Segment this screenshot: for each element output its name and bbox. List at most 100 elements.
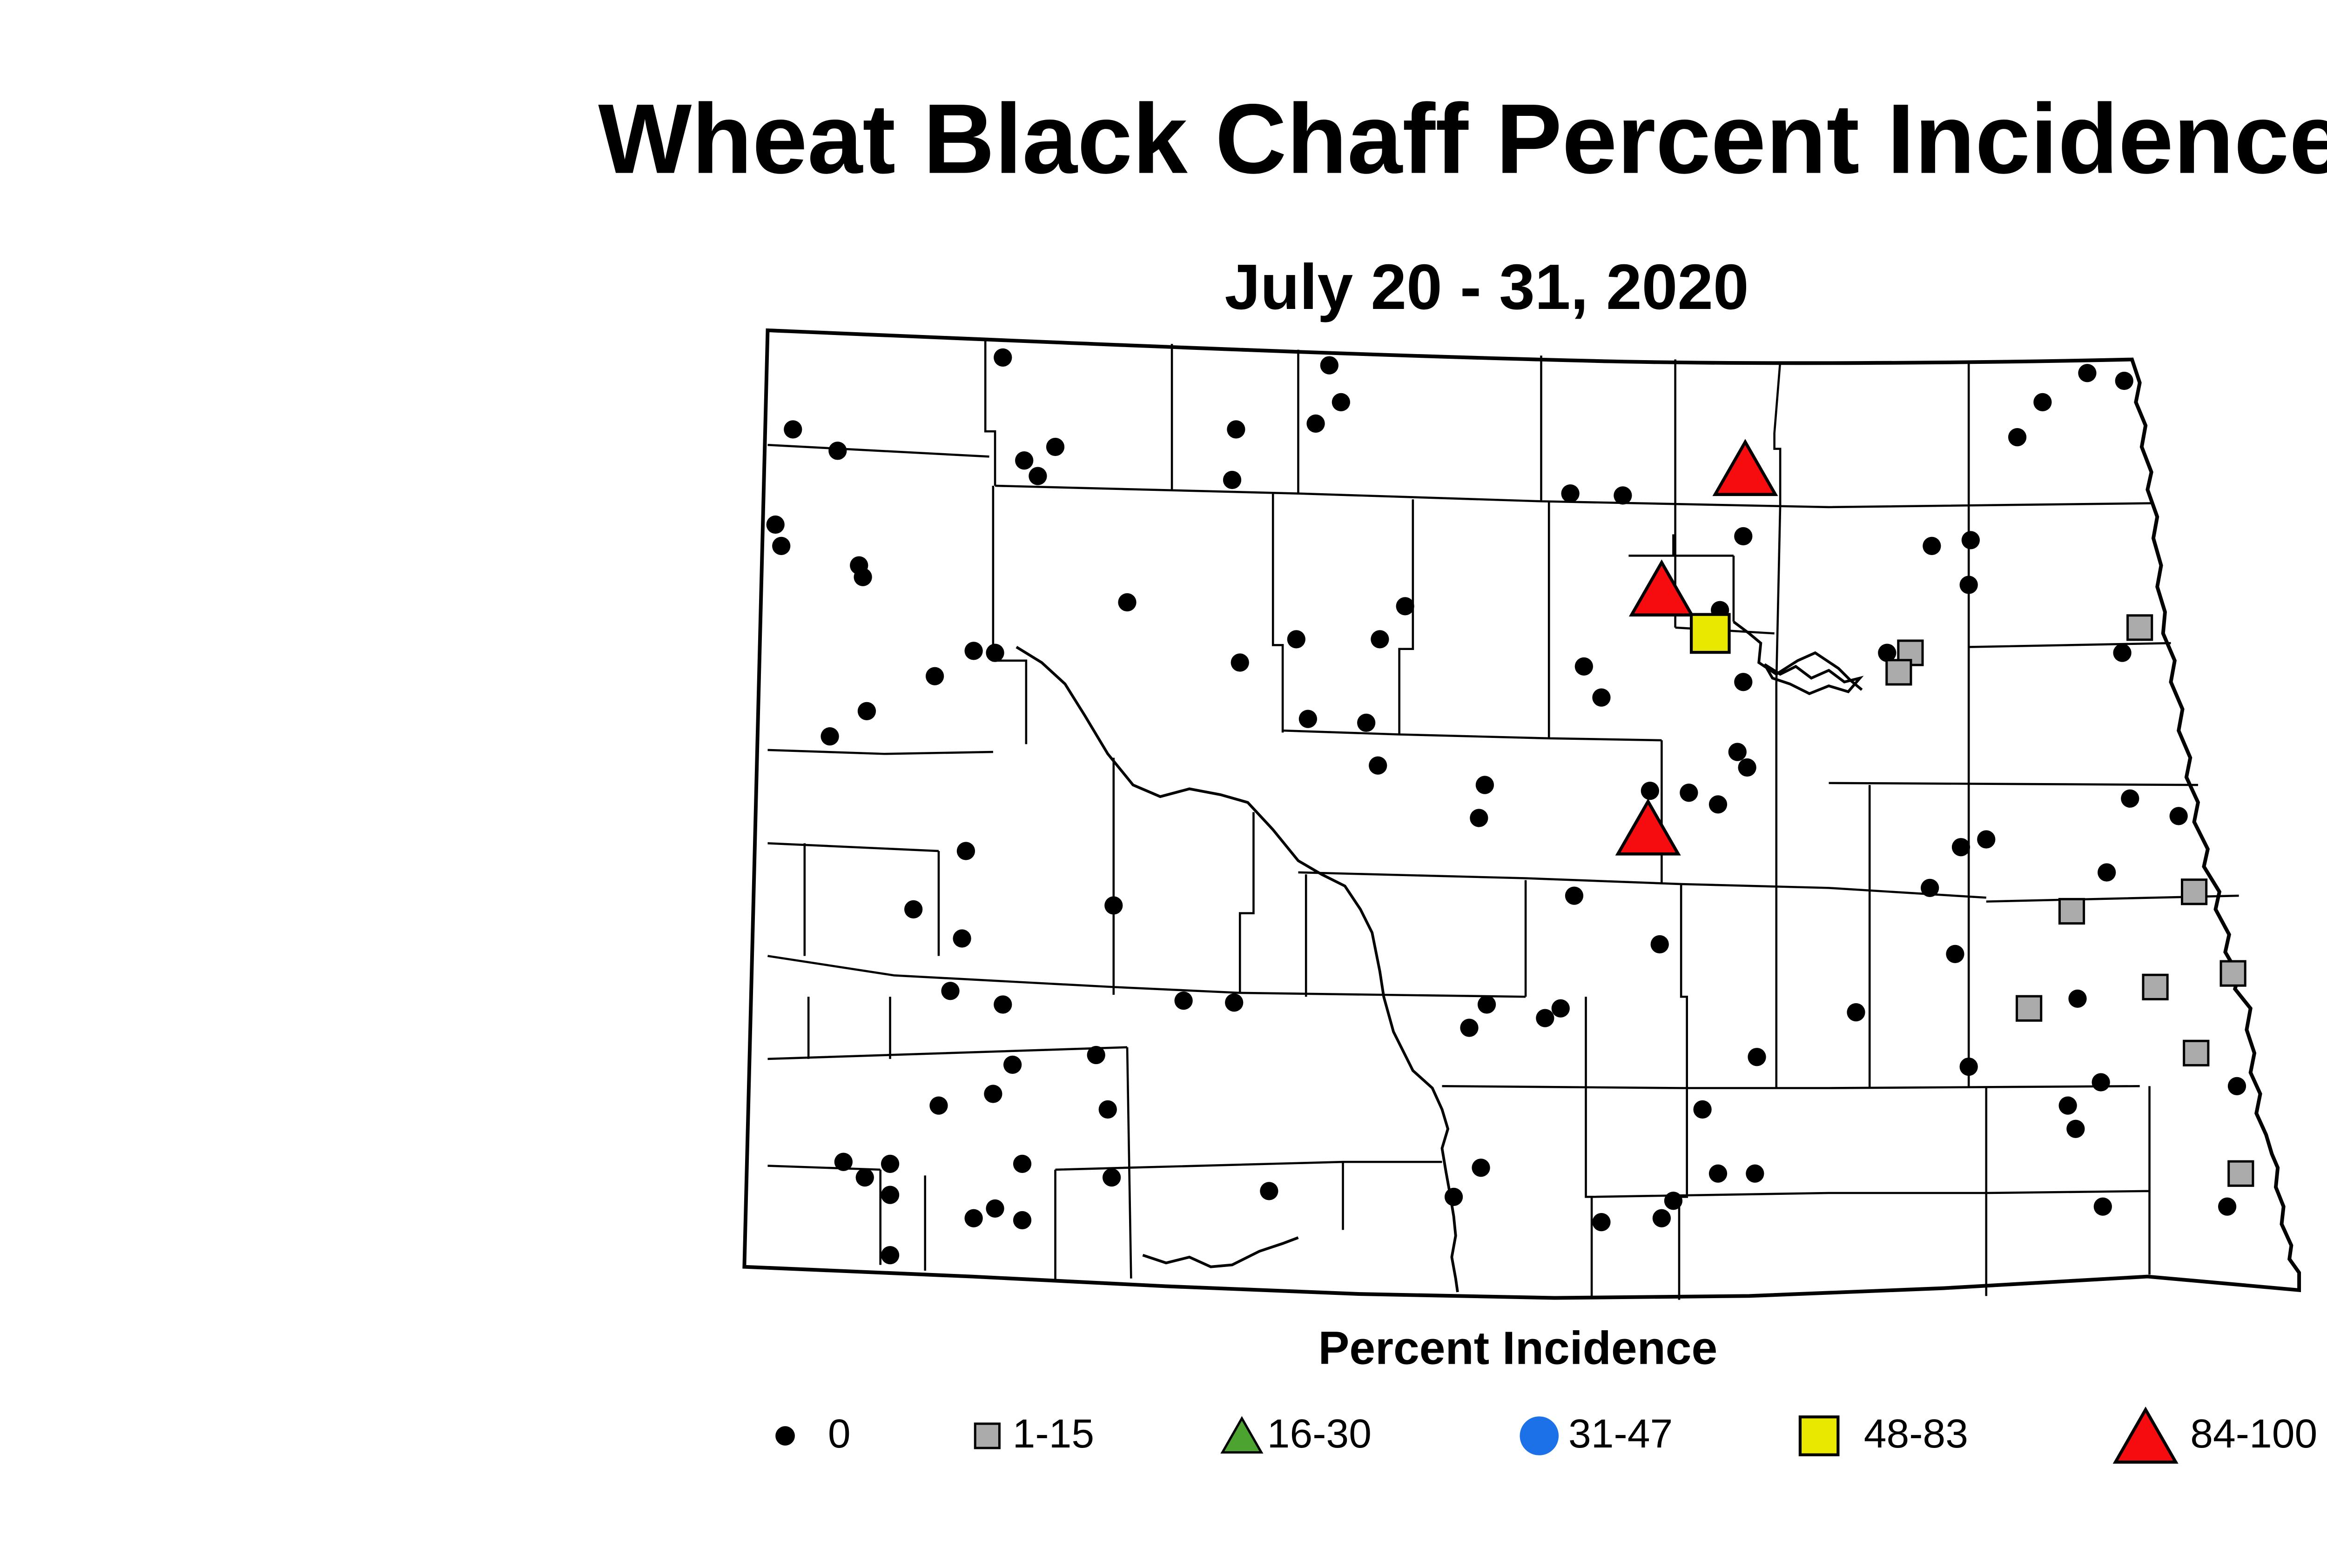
sheyenne-river	[1733, 620, 1863, 691]
map-marker-dot-0	[1734, 673, 1753, 691]
map-marker-dot-0	[1847, 1003, 1865, 1022]
map-marker-dot-0	[1470, 809, 1488, 827]
legend-label-0: 0	[827, 1412, 851, 1457]
map-marker-dot-0	[1460, 1019, 1479, 1037]
map-marker-dot-0	[1223, 470, 1242, 489]
map-marker-dot-0	[1444, 1187, 1463, 1206]
map-marker-square-1-15	[2180, 878, 2208, 905]
map-marker-triangle-84-100	[1712, 439, 1778, 496]
map-marker-dot-0	[1029, 467, 1047, 485]
legend-black-dot-icon	[775, 1426, 795, 1446]
state-border	[742, 328, 2301, 1300]
legend-label-84-100: 84-100	[2190, 1412, 2318, 1457]
map-marker-dot-0	[1087, 1045, 1105, 1065]
map-marker-dot-0	[1959, 1057, 1978, 1076]
map-marker-dot-0	[857, 702, 876, 721]
map-marker-triangle-84-100	[1615, 798, 1681, 856]
map-marker-dot-0	[1551, 999, 1570, 1018]
map-marker-triangle-84-100	[1628, 559, 1695, 617]
legend-blue-circle-icon	[1520, 1416, 1559, 1455]
map-marker-dot-0	[1104, 896, 1123, 915]
map-marker-dot-0	[2058, 1096, 2077, 1115]
map-marker-dot-0	[1951, 838, 1971, 857]
map-marker-dot-0	[1734, 527, 1753, 546]
map-marker-dot-0	[2121, 789, 2139, 808]
map-marker-dot-0	[1475, 776, 1494, 794]
map-marker-dot-0	[772, 536, 791, 556]
map-marker-dot-0	[2113, 643, 2132, 662]
map-marker-dot-0	[881, 1154, 900, 1173]
map-marker-dot-0	[821, 727, 839, 746]
map-marker-dot-0	[1003, 1055, 1022, 1074]
map-marker-square-1-15	[2219, 960, 2246, 987]
map-marker-square-1-15	[2126, 614, 2153, 641]
map-marker-dot-0	[1641, 781, 1659, 800]
map-marker-dot-0	[1614, 486, 1632, 505]
map-marker-dot-0	[2115, 371, 2133, 390]
map-marker-dot-0	[2066, 1119, 2085, 1138]
map-marker-dot-0	[1371, 630, 1389, 649]
map-marker-dot-0	[855, 1168, 874, 1187]
map-marker-dot-0	[854, 568, 872, 586]
map-marker-dot-0	[941, 982, 960, 1000]
legend-yellow-square-icon	[1798, 1415, 1840, 1456]
map-marker-dot-0	[1977, 830, 1996, 849]
map-marker-dot-0	[1652, 1209, 1671, 1227]
map-marker-dot-0	[1961, 531, 1980, 549]
map-marker-dot-0	[986, 1199, 1004, 1218]
map-marker-dot-0	[2008, 428, 2027, 447]
map-marker-dot-0	[1396, 597, 1414, 616]
map-marker-dot-0	[1693, 1100, 1712, 1119]
missouri-river	[1016, 646, 1459, 1293]
map-marker-dot-0	[1680, 784, 1698, 802]
map-marker-dot-0	[1664, 1192, 1683, 1210]
map-marker-dot-0	[1306, 414, 1325, 433]
map-marker-dot-0	[1921, 878, 1939, 898]
map-marker-dot-0	[1013, 1211, 1032, 1230]
map-marker-dot-0	[929, 1096, 948, 1115]
county-boundaries	[767, 338, 2239, 1300]
map-marker-dot-0	[2227, 1077, 2246, 1095]
map-marker-dot-0	[2078, 364, 2097, 382]
map-marker-dot-0	[784, 420, 802, 439]
incidence-markers	[766, 348, 2254, 1265]
map-marker-dot-0	[1320, 356, 1338, 375]
cannonball-river	[1142, 1236, 1299, 1268]
map-marker-dot-0	[925, 667, 944, 685]
map-marker-square-1-15	[2016, 995, 2043, 1022]
map-marker-dot-0	[1231, 653, 1249, 672]
map-marker-dot-0	[1287, 630, 1305, 649]
map-marker-dot-0	[1098, 1100, 1117, 1119]
map-marker-square-1-15	[2227, 1160, 2254, 1187]
map-marker-dot-0	[904, 900, 923, 918]
legend-red-triangle-icon	[2112, 1407, 2179, 1464]
map-marker-dot-0	[1174, 991, 1193, 1010]
map-marker-dot-0	[1923, 536, 1941, 556]
map-marker-dot-0	[956, 842, 975, 860]
map-marker-dot-0	[1738, 758, 1756, 777]
map-marker-square-1-15	[2183, 1039, 2210, 1066]
map-marker-square-1-15	[1885, 659, 1912, 686]
map-marker-dot-0	[1748, 1048, 1766, 1066]
map-marker-dot-0	[1225, 993, 1244, 1012]
map-marker-square-1-15	[2142, 973, 2169, 1000]
map-marker-dot-0	[986, 643, 1004, 662]
legend-title: Percent Incidence	[1318, 1323, 1718, 1376]
map-marker-dot-0	[1357, 713, 1376, 732]
map-marker-dot-0	[953, 929, 971, 948]
map-marker-dot-0	[1592, 1213, 1611, 1232]
map-marker-dot-0	[994, 995, 1012, 1014]
map-marker-dot-0	[1260, 1182, 1278, 1200]
map-marker-dot-0	[1592, 688, 1611, 707]
map-marker-dot-0	[1227, 420, 1245, 439]
map-marker-dot-0	[2218, 1197, 2237, 1216]
map-marker-dot-0	[766, 515, 785, 534]
legend-green-triangle-icon	[1220, 1416, 1264, 1454]
date-range-subtitle: July 20 - 31, 2020	[1224, 250, 1749, 323]
map-marker-dot-0	[994, 348, 1012, 367]
map-marker-dot-0	[2092, 1073, 2110, 1092]
map-marker-dot-0	[1298, 710, 1318, 728]
map-marker-dot-0	[1118, 593, 1137, 612]
